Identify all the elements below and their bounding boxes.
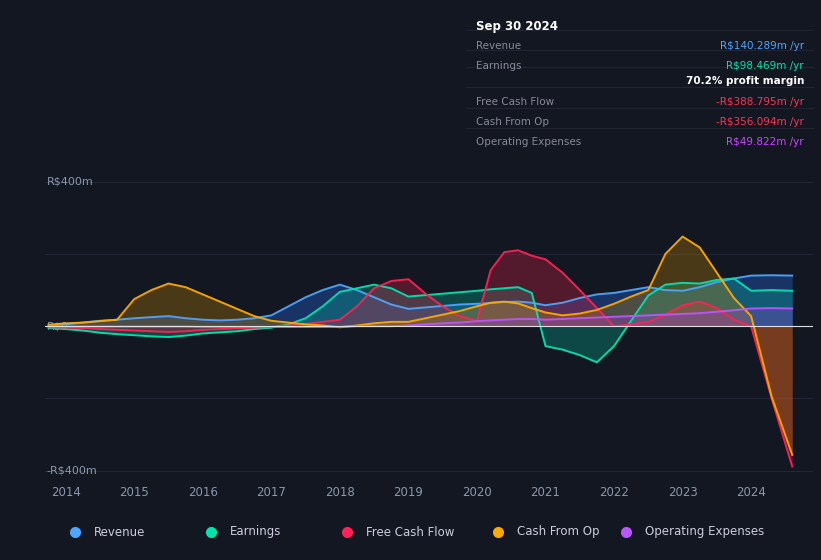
- Text: R$49.822m /yr: R$49.822m /yr: [727, 137, 804, 147]
- Text: Operating Expenses: Operating Expenses: [476, 137, 581, 147]
- Text: Revenue: Revenue: [476, 41, 521, 50]
- Text: Cash From Op: Cash From Op: [476, 117, 549, 127]
- Text: Earnings: Earnings: [476, 61, 521, 71]
- Text: R$400m: R$400m: [47, 176, 94, 186]
- Text: Free Cash Flow: Free Cash Flow: [366, 525, 454, 539]
- Text: Free Cash Flow: Free Cash Flow: [476, 97, 554, 107]
- Text: Sep 30 2024: Sep 30 2024: [476, 20, 558, 34]
- Text: Earnings: Earnings: [230, 525, 282, 539]
- Text: Revenue: Revenue: [94, 525, 145, 539]
- Text: -R$388.795m /yr: -R$388.795m /yr: [716, 97, 804, 107]
- Text: Operating Expenses: Operating Expenses: [645, 525, 764, 539]
- Text: 70.2% profit margin: 70.2% profit margin: [686, 77, 804, 86]
- Text: Cash From Op: Cash From Op: [517, 525, 599, 539]
- Text: -R$356.094m /yr: -R$356.094m /yr: [716, 117, 804, 127]
- Text: -R$400m: -R$400m: [47, 466, 98, 476]
- Text: R$140.289m /yr: R$140.289m /yr: [720, 41, 804, 50]
- Text: R$98.469m /yr: R$98.469m /yr: [727, 61, 804, 71]
- Text: R$0: R$0: [47, 321, 68, 331]
